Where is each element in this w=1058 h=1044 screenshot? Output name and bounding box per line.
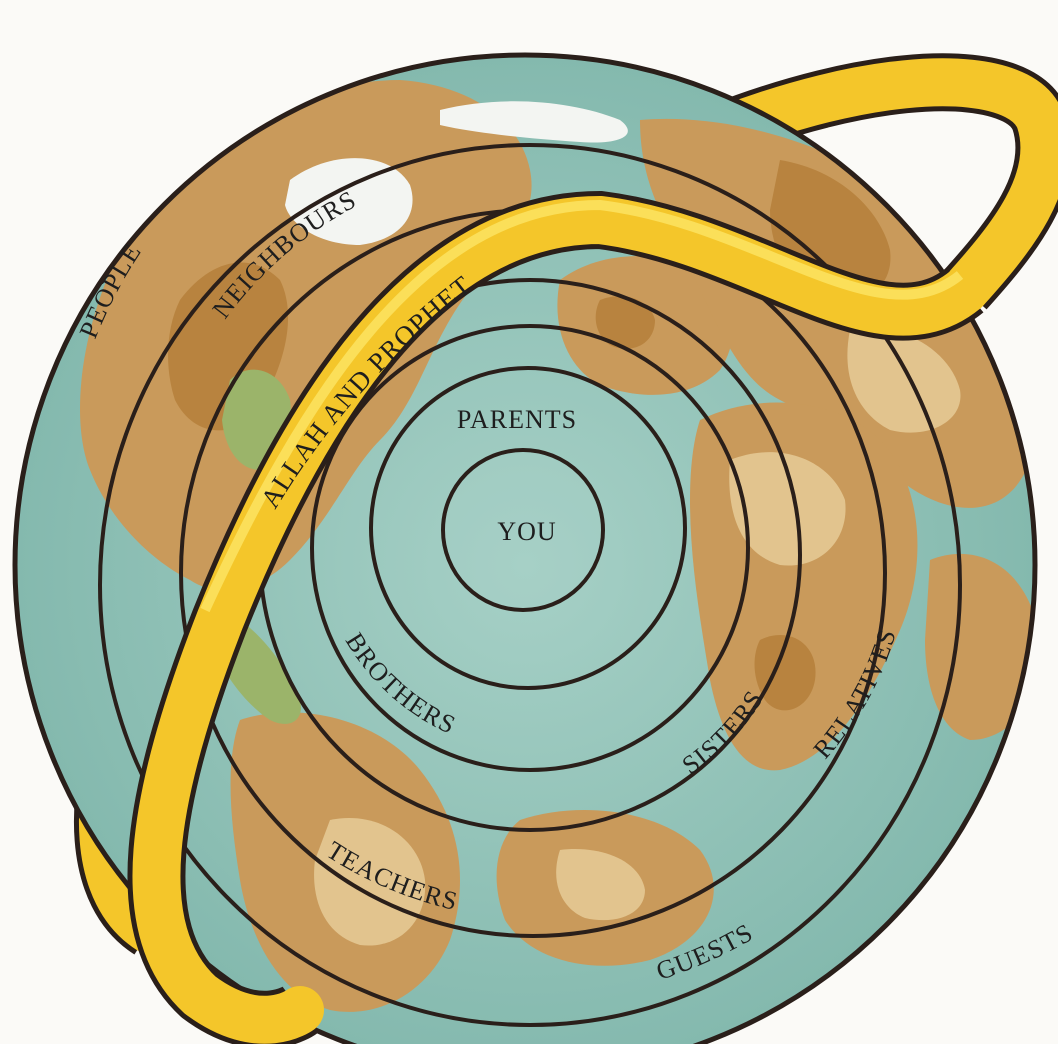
globe	[15, 55, 1035, 1044]
globe-outline	[12, 52, 1038, 1044]
ring-parents-inner-edge	[441, 448, 605, 612]
label-you: YOU	[497, 517, 556, 546]
land-masses	[80, 80, 1035, 1012]
center-you-disc	[445, 452, 601, 608]
ring-people-inner-edge	[98, 143, 962, 1027]
ring-brothers-inner-edge	[369, 366, 687, 690]
ring-sisters-inner-edge	[310, 324, 750, 772]
halo-front	[127, 190, 989, 1044]
label-parents: PARENTS	[457, 405, 577, 434]
